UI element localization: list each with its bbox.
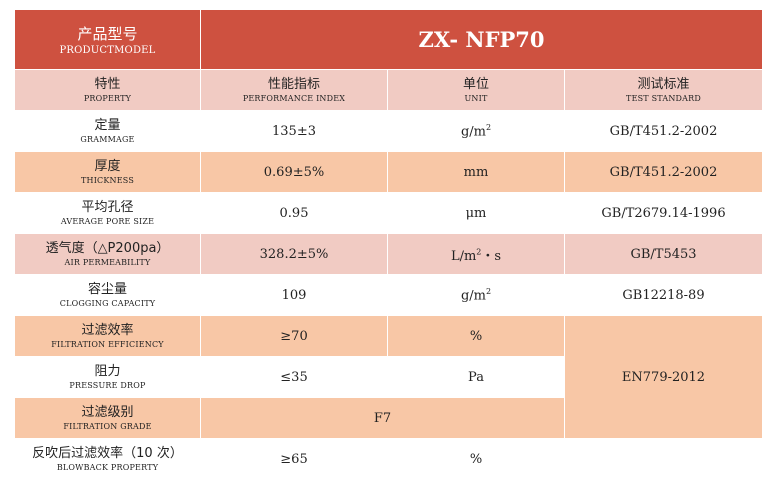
unit-cell: g/m2 bbox=[387, 274, 565, 316]
standard-value: GB/T451.2-2002 bbox=[564, 110, 763, 152]
column-header-property-cn: 特性 bbox=[94, 76, 121, 92]
table-row-air-permeability: 透气度（△P200pa） AIR PERMEABILITY 328.2±5% L… bbox=[14, 233, 763, 275]
standard-value: GB/T451.2-2002 bbox=[564, 151, 763, 193]
unit-cell: L/m2・s bbox=[387, 233, 565, 275]
unit-text: g/m bbox=[460, 288, 486, 304]
performance-value: ≥70 bbox=[200, 315, 388, 357]
header-row: 特性 PROPERTY 性能指标 PERFORMANCE INDEX 单位 UN… bbox=[14, 69, 763, 111]
column-header-unit-en: UNIT bbox=[464, 93, 488, 103]
property-en: THICKNESS bbox=[80, 175, 135, 185]
property-cn: 定量 bbox=[94, 117, 121, 133]
table-row-grammage: 定量 GRAMMAGE 135±3 g/m2 GB/T451.2-2002 bbox=[14, 110, 763, 152]
unit-superscript: 2 bbox=[485, 122, 492, 132]
column-header-unit-cn: 单位 bbox=[462, 76, 489, 92]
table-row-thickness: 厚度 THICKNESS 0.69±5% mm GB/T451.2-2002 bbox=[14, 151, 763, 193]
performance-value: 0.95 bbox=[200, 192, 388, 234]
unit-cell: Pa bbox=[387, 356, 565, 398]
unit-tail: ・s bbox=[481, 248, 502, 264]
table-row-pore-size: 平均孔径 AVERAGE PORE SIZE 0.95 μm GB/T2679.… bbox=[14, 192, 763, 234]
property-cell: 透气度（△P200pa） AIR PERMEABILITY bbox=[14, 233, 201, 275]
property-cell: 容尘量 CLOGGING CAPACITY bbox=[14, 274, 201, 316]
column-header-property-en: PROPERTY bbox=[83, 93, 132, 103]
unit-superscript: 2 bbox=[476, 247, 482, 257]
table-row-clogging-capacity: 容尘量 CLOGGING CAPACITY 109 g/m2 GB12218-8… bbox=[14, 274, 763, 316]
product-model-label-cell: 产品型号 PRODUCTMODEL bbox=[14, 9, 201, 70]
standard-value: GB/T2679.14-1996 bbox=[564, 192, 763, 234]
property-cell: 平均孔径 AVERAGE PORE SIZE bbox=[14, 192, 201, 234]
product-model-value: ZX- NFP70 bbox=[200, 9, 763, 70]
property-cell: 过滤效率 FILTRATION EFFICIENCY bbox=[14, 315, 201, 357]
property-en: GRAMMAGE bbox=[80, 134, 135, 144]
property-cell: 厚度 THICKNESS bbox=[14, 151, 201, 193]
product-model-label-cn: 产品型号 bbox=[77, 24, 138, 43]
performance-value: ≥65 bbox=[200, 438, 388, 480]
column-header-unit: 单位 UNIT bbox=[387, 69, 565, 111]
unit-cell: μm bbox=[387, 192, 565, 234]
unit-cell: g/m2 bbox=[387, 110, 565, 152]
column-header-performance-cn: 性能指标 bbox=[267, 76, 320, 92]
standard-value: GB/T5453 bbox=[564, 233, 763, 275]
property-cn: 平均孔径 bbox=[81, 199, 134, 215]
unit-superscript: 2 bbox=[485, 286, 492, 296]
property-cn: 透气度（△P200pa） bbox=[45, 240, 170, 256]
property-cell: 过滤级别 FILTRATION GRADE bbox=[14, 397, 201, 439]
unit-cell: % bbox=[387, 315, 565, 357]
property-en: FILTRATION GRADE bbox=[63, 421, 152, 431]
property-cn: 过滤效率 bbox=[81, 322, 134, 338]
column-header-property: 特性 PROPERTY bbox=[14, 69, 201, 111]
property-cn: 过滤级别 bbox=[81, 404, 134, 420]
shared-standard-value: EN779-2012 bbox=[564, 315, 763, 439]
property-en: CLOGGING CAPACITY bbox=[59, 298, 156, 308]
property-en: AIR PERMEABILITY bbox=[64, 257, 151, 267]
unit-text: g/m bbox=[460, 124, 486, 140]
column-header-standard-cn: 测试标准 bbox=[637, 76, 690, 92]
product-model-label-en: PRODUCTMODEL bbox=[59, 44, 156, 56]
property-cn: 阻力 bbox=[94, 363, 121, 379]
standard-value: GB12218-89 bbox=[564, 274, 763, 316]
performance-value: 0.69±5% bbox=[200, 151, 388, 193]
column-header-standard-en: TEST STANDARD bbox=[626, 93, 701, 103]
property-cn: 厚度 bbox=[94, 158, 121, 174]
spec-table: 产品型号 PRODUCTMODEL ZX- NFP70 特性 PROPERTY … bbox=[14, 9, 763, 480]
unit-text: L/m bbox=[450, 248, 477, 264]
performance-value: 328.2±5% bbox=[200, 233, 388, 275]
standard-value-empty bbox=[564, 438, 763, 480]
property-cell: 阻力 PRESSURE DROP bbox=[14, 356, 201, 398]
model-row: 产品型号 PRODUCTMODEL ZX- NFP70 bbox=[14, 9, 763, 70]
column-header-performance-en: PERFORMANCE INDEX bbox=[242, 93, 346, 103]
property-en: BLOWBACK PROPERTY bbox=[56, 462, 159, 472]
property-cn: 反吹后过滤效率（10 次） bbox=[32, 445, 183, 461]
table-row-blowback: 反吹后过滤效率（10 次） BLOWBACK PROPERTY ≥65 % bbox=[14, 438, 763, 480]
performance-value: 109 bbox=[200, 274, 388, 316]
unit-cell: mm bbox=[387, 151, 565, 193]
column-header-performance: 性能指标 PERFORMANCE INDEX bbox=[200, 69, 388, 111]
performance-value: 135±3 bbox=[200, 110, 388, 152]
table-row-filtration-efficiency: 过滤效率 FILTRATION EFFICIENCY ≥70 % EN779-2… bbox=[14, 315, 763, 439]
property-cell: 定量 GRAMMAGE bbox=[14, 110, 201, 152]
property-cell: 反吹后过滤效率（10 次） BLOWBACK PROPERTY bbox=[14, 438, 201, 480]
performance-value: ≤35 bbox=[200, 356, 388, 398]
performance-value: F7 bbox=[200, 397, 565, 439]
unit-cell: % bbox=[387, 438, 565, 480]
property-en: FILTRATION EFFICIENCY bbox=[51, 339, 164, 349]
property-en: PRESSURE DROP bbox=[69, 380, 146, 390]
property-cn: 容尘量 bbox=[87, 281, 127, 297]
column-header-standard: 测试标准 TEST STANDARD bbox=[564, 69, 763, 111]
property-en: AVERAGE PORE SIZE bbox=[60, 216, 155, 226]
